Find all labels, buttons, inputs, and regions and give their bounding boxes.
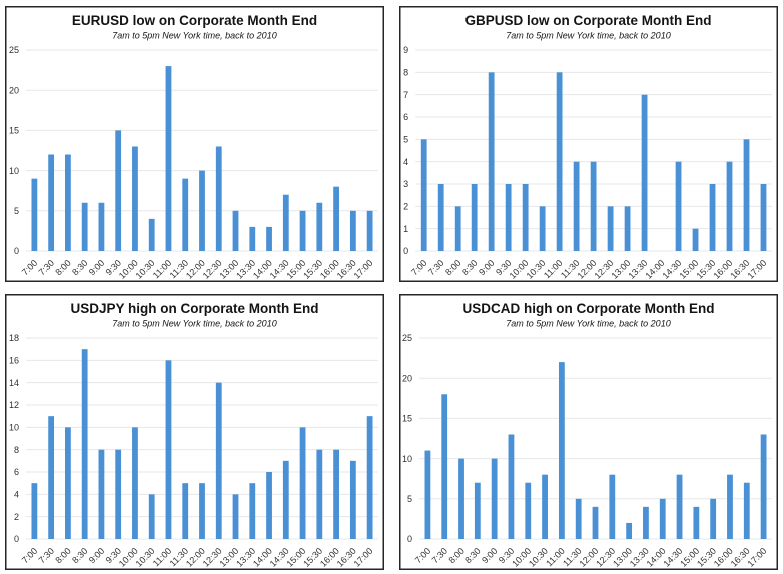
svg-text:4: 4 [14, 490, 19, 500]
svg-text:EURUSD low on Corporate Month: EURUSD low on Corporate Month End [72, 13, 317, 28]
svg-text:0: 0 [14, 246, 19, 256]
svg-text:25: 25 [9, 45, 19, 55]
svg-text:5: 5 [403, 135, 408, 145]
svg-text:7am to 5pm New York time, back: 7am to 5pm New York time, back to 2010 [506, 319, 670, 329]
svg-text:USDJPY high on Corporate Month: USDJPY high on Corporate Month End [71, 301, 319, 316]
svg-text:0: 0 [403, 246, 408, 256]
svg-text:10: 10 [9, 166, 19, 176]
svg-text:20: 20 [9, 85, 19, 95]
svg-text:7: 7 [403, 90, 408, 100]
svg-text:0: 0 [407, 534, 412, 544]
svg-text:16: 16 [9, 356, 19, 366]
svg-text:10: 10 [402, 454, 412, 464]
svg-text:6: 6 [403, 112, 408, 122]
svg-text:GBPUSD low on Corporate Month: GBPUSD low on Corporate Month End [466, 13, 712, 28]
svg-text:10: 10 [9, 423, 19, 433]
svg-text:20: 20 [402, 373, 412, 383]
svg-text:7am to 5pm New York time, back: 7am to 5pm New York time, back to 2010 [112, 319, 276, 329]
svg-text:25: 25 [402, 333, 412, 343]
svg-text:12: 12 [9, 400, 19, 410]
svg-text:7am to 5pm New York time, back: 7am to 5pm New York time, back to 2010 [506, 31, 670, 41]
svg-text:2: 2 [403, 202, 408, 212]
svg-text:5: 5 [407, 494, 412, 504]
svg-text:18: 18 [9, 333, 19, 343]
svg-text:7am to 5pm New York time, back: 7am to 5pm New York time, back to 2010 [112, 31, 276, 41]
svg-text:0: 0 [14, 534, 19, 544]
svg-text:8: 8 [14, 445, 19, 455]
svg-text:14: 14 [9, 378, 19, 388]
svg-text:15: 15 [402, 414, 412, 424]
svg-text:1: 1 [403, 224, 408, 234]
svg-text:4: 4 [403, 157, 408, 167]
svg-text:9: 9 [403, 45, 408, 55]
svg-text:USDCAD high on Corporate Month: USDCAD high on Corporate Month End [463, 301, 715, 316]
svg-text:8: 8 [403, 68, 408, 78]
svg-text:2: 2 [14, 512, 19, 522]
svg-text:5: 5 [14, 206, 19, 216]
svg-text:3: 3 [403, 179, 408, 189]
svg-text:15: 15 [9, 126, 19, 136]
svg-text:6: 6 [14, 467, 19, 477]
